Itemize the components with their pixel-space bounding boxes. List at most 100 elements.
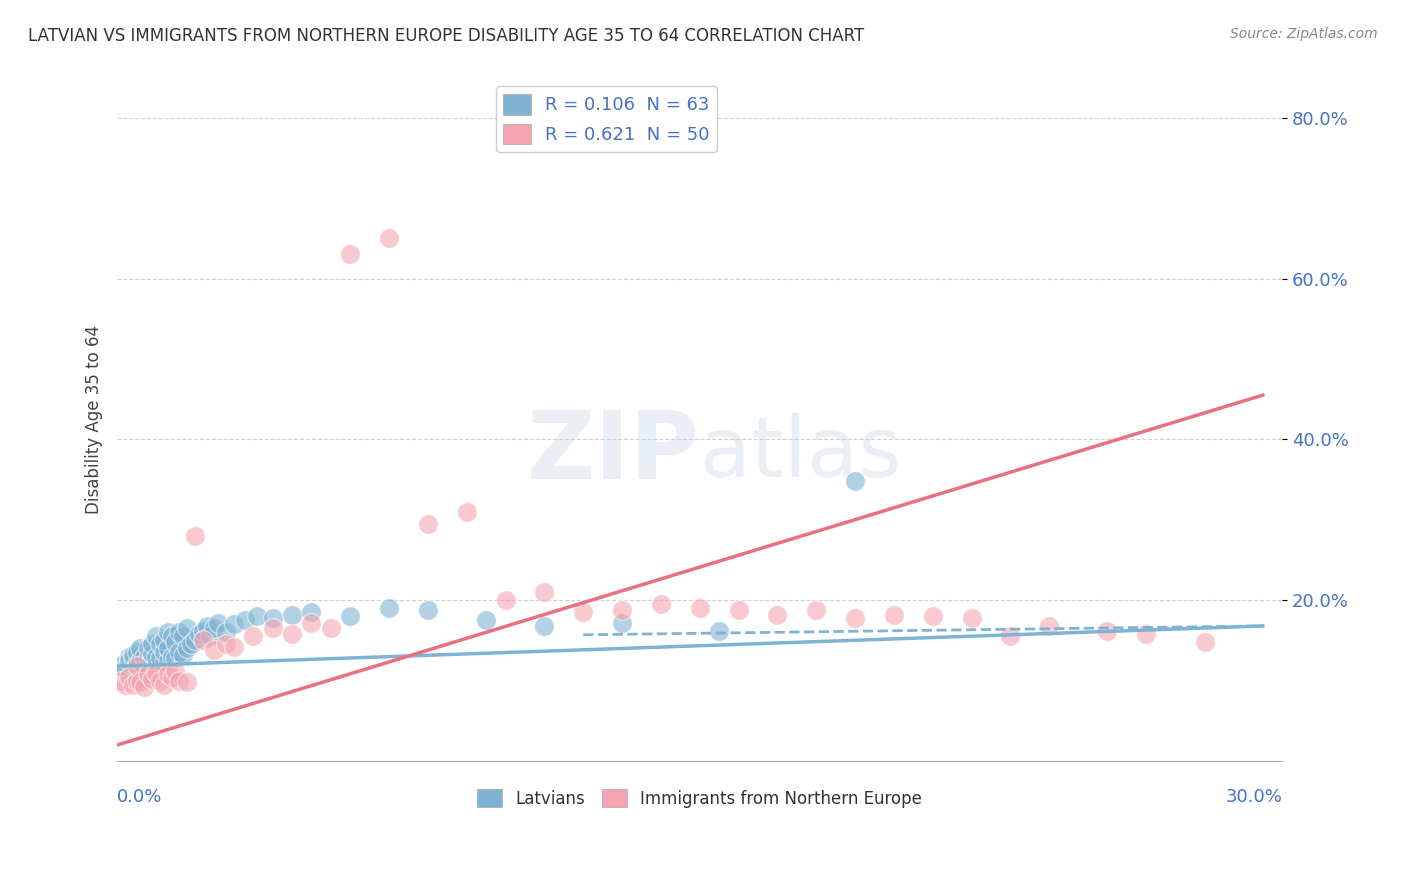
Point: [1135, 627, 1157, 641]
Point: [960, 611, 983, 625]
Point: [156, 625, 179, 640]
Point: [184, 529, 207, 543]
Text: atlas: atlas: [700, 413, 901, 494]
Point: [125, 656, 148, 670]
Point: [339, 609, 361, 624]
Point: [299, 615, 322, 630]
Point: [160, 649, 183, 664]
Point: [156, 654, 179, 668]
Point: [1038, 619, 1060, 633]
Point: [262, 611, 284, 625]
Point: [727, 603, 749, 617]
Point: [281, 607, 304, 622]
Point: [136, 651, 159, 665]
Point: [207, 615, 229, 630]
Point: [215, 625, 238, 640]
Text: Source: ZipAtlas.com: Source: ZipAtlas.com: [1230, 27, 1378, 41]
Point: [114, 678, 136, 692]
Point: [169, 625, 191, 640]
Point: [134, 680, 156, 694]
Point: [495, 593, 517, 607]
Point: [533, 619, 555, 633]
Point: [339, 247, 361, 261]
Point: [176, 621, 198, 635]
Point: [165, 635, 187, 649]
Point: [202, 621, 225, 635]
Point: [921, 609, 943, 624]
Point: [610, 615, 633, 630]
Legend: Latvians, Immigrants from Northern Europe: Latvians, Immigrants from Northern Europ…: [471, 783, 929, 814]
Point: [136, 657, 159, 672]
Point: [187, 627, 209, 641]
Point: [136, 641, 159, 656]
Point: [114, 662, 136, 676]
Point: [281, 627, 304, 641]
Point: [378, 231, 401, 245]
Point: [165, 651, 187, 665]
Point: [195, 619, 218, 633]
Point: [172, 648, 194, 662]
Point: [689, 601, 711, 615]
Text: ZIP: ZIP: [527, 408, 700, 500]
Point: [169, 673, 191, 688]
Point: [707, 624, 730, 638]
Point: [378, 601, 401, 615]
Point: [191, 633, 214, 648]
Point: [121, 648, 143, 662]
Point: [475, 613, 498, 627]
Point: [125, 659, 148, 673]
Y-axis label: Disability Age 35 to 64: Disability Age 35 to 64: [86, 325, 103, 514]
Point: [169, 646, 191, 660]
Point: [152, 656, 174, 670]
Point: [1194, 635, 1216, 649]
Point: [152, 678, 174, 692]
Point: [191, 624, 214, 638]
Text: 0.0%: 0.0%: [117, 789, 163, 806]
Point: [141, 654, 163, 668]
Point: [202, 643, 225, 657]
Point: [129, 654, 152, 668]
Point: [121, 651, 143, 665]
Point: [1097, 624, 1119, 638]
Point: [145, 657, 167, 672]
Point: [136, 667, 159, 681]
Point: [883, 607, 905, 622]
Point: [650, 597, 672, 611]
Point: [149, 637, 172, 651]
Point: [246, 609, 269, 624]
Point: [180, 637, 202, 651]
Point: [125, 673, 148, 688]
Point: [121, 678, 143, 692]
Text: 30.0%: 30.0%: [1226, 789, 1282, 806]
Point: [184, 633, 207, 648]
Point: [129, 675, 152, 690]
Point: [222, 617, 245, 632]
Point: [156, 641, 179, 656]
Point: [200, 629, 222, 643]
Point: [215, 637, 238, 651]
Point: [141, 672, 163, 686]
Point: [262, 621, 284, 635]
Point: [152, 633, 174, 648]
Text: LATVIAN VS IMMIGRANTS FROM NORTHERN EUROPE DISABILITY AGE 35 TO 64 CORRELATION C: LATVIAN VS IMMIGRANTS FROM NORTHERN EURO…: [28, 27, 865, 45]
Point: [1000, 629, 1022, 643]
Point: [766, 607, 789, 622]
Point: [156, 667, 179, 681]
Point: [141, 647, 163, 661]
Point: [145, 649, 167, 664]
Point: [176, 675, 198, 690]
Point: [176, 641, 198, 656]
Point: [110, 673, 132, 688]
Point: [456, 505, 478, 519]
Point: [844, 611, 866, 625]
Point: [145, 629, 167, 643]
Point: [134, 659, 156, 673]
Point: [416, 516, 439, 531]
Point: [222, 640, 245, 654]
Point: [319, 621, 342, 635]
Point: [118, 670, 141, 684]
Point: [118, 649, 141, 664]
Point: [533, 585, 555, 599]
Point: [160, 629, 183, 643]
Point: [299, 605, 322, 619]
